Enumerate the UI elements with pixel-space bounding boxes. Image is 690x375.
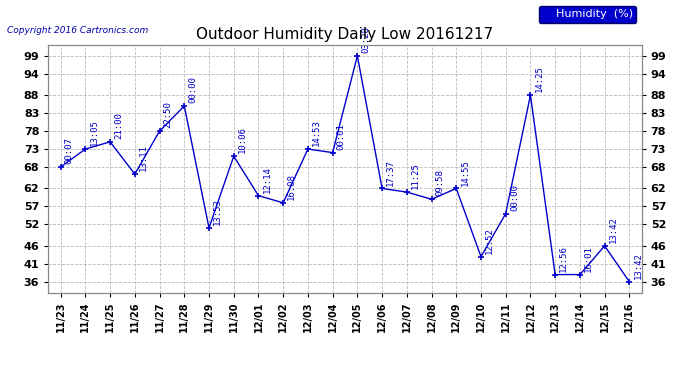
Legend: Humidity  (%): Humidity (%) [539, 6, 636, 23]
Text: Copyright 2016 Cartronics.com: Copyright 2016 Cartronics.com [7, 26, 148, 35]
Text: 16:08: 16:08 [287, 173, 296, 200]
Text: 17:37: 17:37 [386, 159, 395, 186]
Text: 13:53: 13:53 [213, 198, 222, 225]
Text: 12:56: 12:56 [560, 245, 569, 272]
Text: 00:00: 00:00 [188, 76, 197, 103]
Title: Outdoor Humidity Daily Low 20161217: Outdoor Humidity Daily Low 20161217 [197, 27, 493, 42]
Text: 00:01: 00:01 [337, 123, 346, 150]
Text: 12:14: 12:14 [263, 166, 272, 193]
Text: 14:25: 14:25 [535, 66, 544, 93]
Text: 00:07: 00:07 [65, 137, 74, 164]
Text: 09:58: 09:58 [435, 170, 444, 196]
Text: 13:05: 13:05 [90, 119, 99, 146]
Text: 11:25: 11:25 [411, 162, 420, 189]
Text: 14:53: 14:53 [312, 119, 321, 146]
Text: 10:06: 10:06 [238, 126, 247, 153]
Text: 22:50: 22:50 [164, 101, 172, 128]
Text: 14:55: 14:55 [460, 159, 469, 186]
Text: 13:42: 13:42 [609, 216, 618, 243]
Text: 03:28: 03:28 [362, 26, 371, 53]
Text: 21:00: 21:00 [115, 112, 124, 139]
Text: 00:00: 00:00 [510, 184, 519, 211]
Text: 13:11: 13:11 [139, 144, 148, 171]
Text: 16:01: 16:01 [584, 245, 593, 272]
Text: 13:42: 13:42 [633, 252, 642, 279]
Text: 12:52: 12:52 [485, 227, 494, 254]
